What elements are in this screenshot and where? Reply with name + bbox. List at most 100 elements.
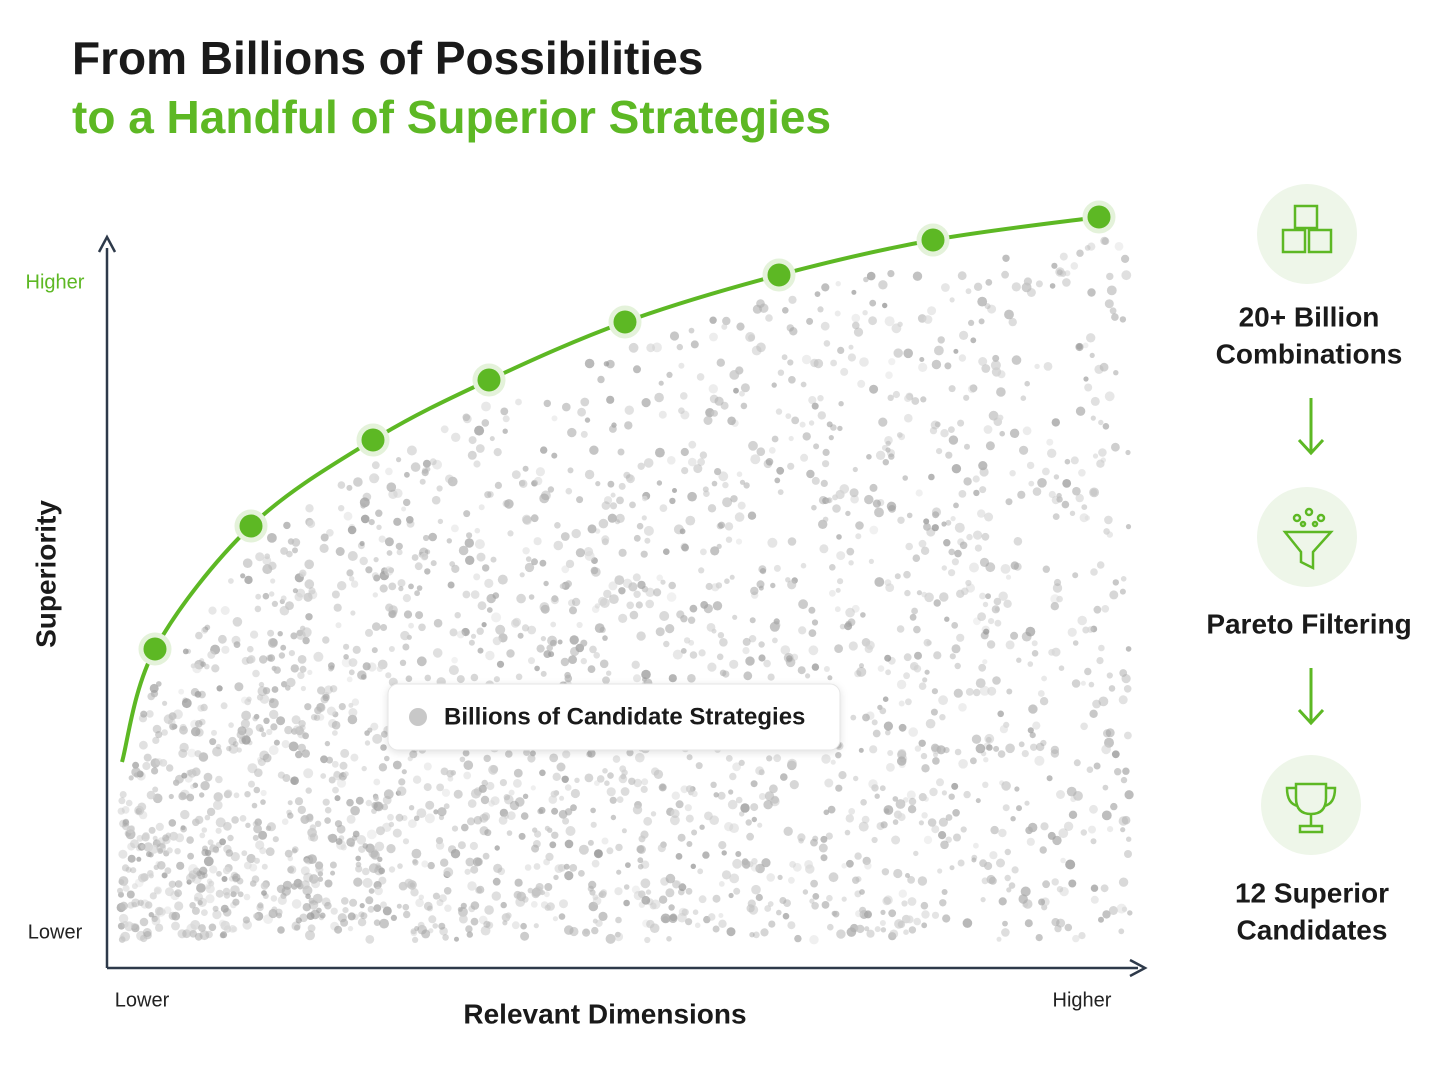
candidate-dot [175, 833, 185, 843]
candidate-dot [991, 605, 1000, 614]
candidate-dot [265, 847, 275, 856]
candidate-dot [868, 316, 877, 326]
candidate-dot [676, 343, 683, 351]
candidate-dot [1040, 822, 1049, 831]
candidate-dot [364, 740, 371, 746]
candidate-dot [973, 688, 981, 697]
candidate-dot [1087, 288, 1096, 297]
candidate-dot [716, 653, 724, 661]
candidate-dot [601, 535, 610, 544]
candidate-dot [943, 539, 951, 547]
candidate-dot [691, 829, 698, 836]
candidate-dot [122, 818, 129, 825]
candidate-dot [491, 612, 502, 623]
candidate-dot [969, 384, 978, 393]
candidate-dot [534, 476, 543, 486]
candidate-dot [1009, 428, 1020, 438]
candidate-dot [644, 936, 651, 944]
candidate-dot [767, 673, 775, 681]
candidate-dot [918, 539, 927, 548]
candidate-dot [1042, 565, 1051, 573]
candidate-dot [984, 303, 991, 310]
candidate-dot [678, 407, 685, 415]
candidate-dot [441, 788, 451, 797]
candidate-dot [396, 786, 407, 796]
candidate-dot [601, 837, 609, 845]
candidate-dot [118, 876, 129, 886]
candidate-dot [1064, 923, 1073, 932]
candidate-dot [948, 793, 955, 800]
candidate-dot [533, 840, 541, 848]
candidate-dot [848, 641, 858, 651]
candidate-dot [409, 750, 418, 759]
candidate-dot [848, 808, 856, 815]
candidate-dot [590, 821, 597, 828]
candidate-dot [437, 518, 444, 525]
candidate-dot [332, 730, 338, 736]
candidate-dot [387, 813, 394, 821]
candidate-dot [729, 370, 740, 380]
candidate-dot [250, 630, 259, 639]
candidate-dot [527, 887, 534, 894]
candidate-dot [845, 620, 852, 628]
candidate-dot [347, 525, 357, 535]
candidate-dot [212, 910, 222, 920]
frontier-point [138, 632, 172, 666]
candidate-dot [1101, 605, 1110, 613]
candidate-dot [570, 788, 581, 799]
candidate-dot [192, 663, 202, 674]
candidate-dot [918, 793, 927, 802]
candidate-dot [981, 877, 989, 885]
candidate-dot [253, 713, 260, 720]
candidate-dot [750, 863, 760, 872]
candidate-dot [467, 817, 475, 826]
candidate-dot [907, 897, 917, 906]
candidate-dot [938, 817, 949, 827]
candidate-dot [1004, 848, 1011, 856]
candidate-dot [921, 812, 928, 819]
candidate-dot [212, 746, 223, 757]
candidate-dot [904, 589, 911, 597]
candidate-dot [618, 548, 627, 557]
candidate-dot [718, 471, 729, 482]
candidate-dot [544, 904, 551, 911]
candidate-dot [903, 348, 913, 359]
candidate-dot [944, 616, 950, 622]
candidate-dot [428, 915, 437, 924]
candidate-dot [623, 884, 630, 890]
candidate-dot [1071, 679, 1081, 688]
candidate-dot [1072, 640, 1079, 646]
candidate-dot [918, 682, 927, 690]
candidate-dot [1114, 768, 1122, 776]
candidate-dot [866, 454, 872, 460]
candidate-dot [380, 901, 387, 909]
candidate-dot [549, 841, 557, 849]
candidate-dot [859, 663, 864, 669]
candidate-dot [493, 676, 500, 683]
candidate-dot [551, 807, 559, 815]
candidate-dot [750, 803, 759, 812]
candidate-dot [821, 283, 830, 292]
candidate-dot [438, 894, 447, 903]
candidate-dot [316, 702, 326, 713]
candidate-dot [620, 773, 627, 780]
candidate-dot [402, 643, 410, 651]
candidate-dot [565, 580, 572, 588]
candidate-dot [470, 788, 481, 799]
candidate-dot [780, 773, 788, 781]
candidate-dot [1073, 759, 1081, 767]
candidate-dot [281, 886, 291, 896]
candidate-dot [698, 895, 707, 904]
candidate-dot [190, 663, 196, 669]
candidate-dot [458, 907, 468, 917]
candidate-dot [126, 825, 135, 834]
candidate-dot [945, 836, 952, 843]
candidate-dot [985, 279, 993, 286]
candidate-dot [140, 934, 148, 943]
candidate-dot [825, 497, 831, 504]
candidate-dot [684, 804, 692, 812]
candidate-dot [789, 780, 799, 790]
candidate-dot [340, 918, 349, 927]
candidate-dot [869, 745, 878, 754]
candidate-dot [231, 926, 238, 933]
